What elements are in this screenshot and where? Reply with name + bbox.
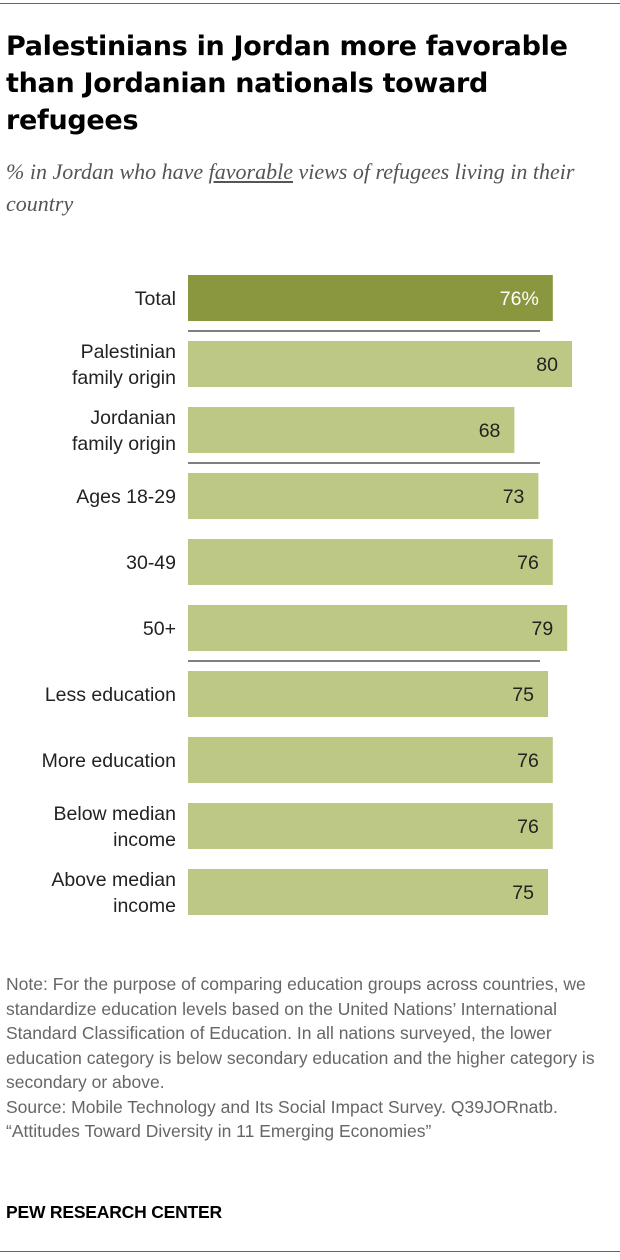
category-label-line: More education (42, 750, 176, 772)
category-label-5: 50+ (143, 618, 176, 640)
bar-value-label-9: 75 (512, 882, 534, 904)
bar-value-label-3: 73 (503, 486, 525, 508)
bar-0 (188, 275, 553, 321)
source-text: Source: Mobile Technology and Its Social… (6, 1096, 558, 1117)
bar-value-label-6: 75 (512, 684, 534, 706)
report-title: “Attitudes Toward Diversity in 11 Emergi… (6, 1121, 432, 1141)
bar-value-label-4: 76 (517, 552, 539, 574)
subtitle-emphasis: favorable (208, 159, 293, 184)
bar-value-label-0: 76% (500, 288, 539, 310)
category-label-9: Above median income (51, 869, 176, 917)
category-label-7: More education (42, 750, 176, 772)
notes-block: Note: For the purpose of comparing educa… (6, 972, 612, 1144)
bar-5 (188, 605, 568, 651)
bar-8 (188, 803, 553, 849)
bottom-rule (0, 1251, 620, 1252)
brand-logo-text: PEW RESEARCH CENTER (6, 1202, 222, 1222)
category-label-line: Palestinian (81, 341, 176, 363)
bar-3 (188, 473, 539, 519)
category-label-line: Ages 18-29 (76, 486, 176, 508)
category-label-line: Less education (45, 684, 176, 706)
category-label-0: Total (135, 288, 176, 310)
category-label-8: Below median income (54, 803, 176, 851)
category-label-line: family origin (72, 367, 176, 389)
category-label-1: Palestinian family origin (72, 341, 176, 389)
subtitle-lead: % in Jordan who have (6, 159, 209, 184)
category-label-line: Above median (51, 869, 176, 891)
note-text: Note: For the purpose of comparing educa… (6, 974, 595, 1092)
bar-value-label-2: 68 (479, 420, 501, 442)
category-label-line: 30-49 (126, 552, 176, 574)
category-label-line: income (113, 895, 176, 917)
category-label-line: income (113, 829, 176, 851)
category-label-3: Ages 18-29 (76, 486, 176, 508)
bar-9 (188, 869, 548, 915)
chart-title: Palestinians in Jordan more favorable th… (6, 31, 568, 136)
bar-value-label-1: 80 (536, 354, 558, 376)
bar-7 (188, 737, 553, 783)
chart-subtitle: % in Jordan who have favorable views of … (6, 156, 606, 220)
category-label-4: 30-49 (126, 552, 176, 574)
subtitle-tail: views of refugees living in their countr… (6, 159, 575, 216)
category-label-line: family origin (72, 433, 176, 455)
bar-value-label-8: 76 (517, 816, 539, 838)
bar-1 (188, 341, 572, 387)
category-label-2: Jordanian family origin (72, 407, 176, 455)
bar-4 (188, 539, 553, 585)
bar-value-label-5: 79 (531, 618, 553, 640)
bar-2 (188, 407, 515, 453)
bar-value-label-7: 76 (517, 750, 539, 772)
bar-6 (188, 671, 548, 717)
bar-chart: 76% Total 80 Palestinian family origin 68 Jord… (42, 275, 572, 917)
category-label-line: Total (135, 288, 176, 310)
category-label-line: Below median (54, 803, 176, 825)
category-label-line: 50+ (143, 618, 176, 640)
category-label-6: Less education (45, 684, 176, 706)
category-label-line: Jordanian (90, 407, 176, 429)
top-rule (0, 3, 620, 4)
